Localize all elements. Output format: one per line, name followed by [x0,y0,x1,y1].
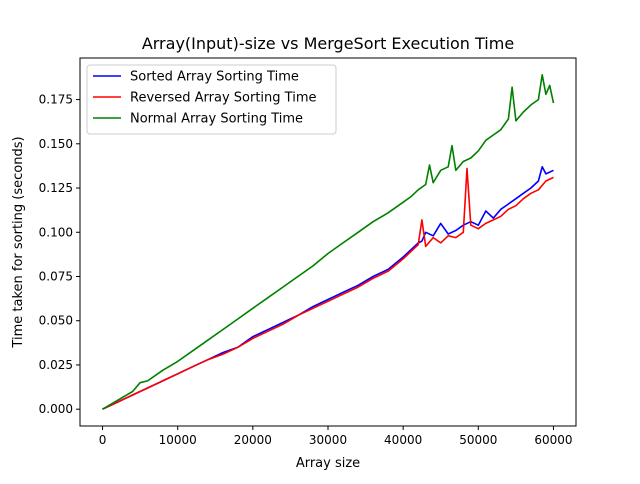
y-tick-label: 0.025 [39,358,73,372]
x-tick-label: 20000 [234,433,272,447]
series-line-1 [102,167,554,410]
x-tick-label: 50000 [459,433,497,447]
legend-label: Normal Array Sorting Time [130,112,303,127]
plot-area [102,74,555,410]
y-tick-label: 0.125 [39,181,73,195]
series-line-2 [102,74,555,410]
y-tick-label: 0.000 [39,402,73,416]
y-axis: 0.000 0.025 0.050 0.075 0.100 0.125 0.150 0.175 [39,93,80,416]
x-tick-label: 40000 [384,433,422,447]
x-tick-label: 0 [99,433,107,447]
y-tick-label: 0.150 [39,137,73,151]
legend-label: Reversed Array Sorting Time [130,91,316,106]
y-tick-label: 0.100 [39,225,73,239]
x-axis: 0 10000 20000 30000 40000 50000 60000 [99,426,573,447]
y-tick-label: 0.175 [39,93,73,107]
chart-title: Array(Input)-size vs MergeSort Execution… [142,34,514,53]
x-tick-label: 60000 [534,433,572,447]
y-axis-label: Time taken for sorting (seconds) [11,136,26,348]
legend: Sorted Array Sorting Time Reversed Array … [86,64,337,135]
legend-label: Sorted Array Sorting Time [130,70,299,85]
y-tick-label: 0.050 [39,314,73,328]
legend-box [86,64,337,135]
axes-frame [79,57,577,427]
x-tick-label: 30000 [309,433,347,447]
x-axis-label: Array size [296,456,360,471]
x-tick-label: 10000 [159,433,197,447]
y-tick-label: 0.075 [39,270,73,284]
